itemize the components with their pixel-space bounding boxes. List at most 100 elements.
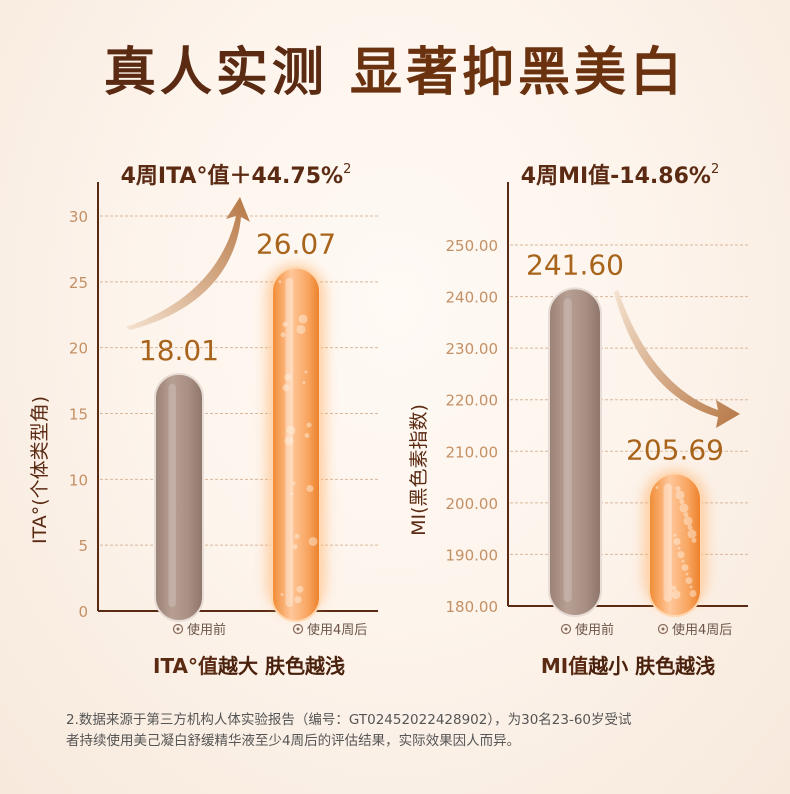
- bubble: [304, 432, 310, 438]
- bubble: [675, 486, 681, 492]
- bubble: [687, 529, 697, 539]
- y-tick-label: 230.00: [446, 340, 499, 358]
- category-dot-icon: [292, 623, 304, 635]
- bubble: [294, 533, 300, 539]
- trend-down-arrow-icon: [614, 290, 740, 428]
- y-tick-label: 180.00: [446, 598, 499, 616]
- bubble: [679, 499, 685, 505]
- bubble: [280, 332, 286, 338]
- chart-caption: MI值越小 肤色越浅: [541, 654, 715, 678]
- bubble: [296, 324, 306, 334]
- x-category-label: 使用4周后: [307, 622, 367, 638]
- bar-before: [548, 287, 602, 617]
- bubble: [685, 572, 689, 576]
- chart-panel-1: 4周ITA°值＋44.75%2 0 5 10 15 20 25 30 ITA°(个体类型角) 18…: [29, 162, 378, 678]
- y-axis-label: MI(黑色素指数): [408, 404, 430, 536]
- bubble: [304, 370, 308, 374]
- chart-caption: ITA°值越大 肤色越浅: [153, 654, 345, 678]
- caption-normal: ITA°值: [153, 654, 218, 678]
- bubble: [689, 585, 693, 589]
- bubble: [290, 492, 294, 496]
- footnote: 2.数据来源于第三方机构人体实验报告（编号：GT02452022428902），…: [66, 710, 746, 752]
- value-label: 241.60: [526, 248, 624, 281]
- bubble: [306, 422, 312, 428]
- bubble: [683, 516, 693, 526]
- y-tick-label: 20: [69, 340, 88, 358]
- bubble: [294, 596, 302, 604]
- y-tick-label: 210.00: [446, 443, 499, 461]
- x-category-label: 使用前: [187, 622, 226, 638]
- caption-emphasis: 越小 肤色越浅: [587, 654, 715, 678]
- category-dot-icon: [172, 623, 184, 635]
- bar-highlight: [168, 383, 177, 607]
- bubble: [671, 585, 677, 591]
- bubble: [306, 484, 314, 492]
- bar-highlight: [285, 277, 294, 607]
- footnote-line-1: 2.数据来源于第三方机构人体实验报告（编号：GT02452022428902），…: [66, 712, 632, 728]
- bubble: [286, 425, 296, 435]
- bar-before: [154, 372, 204, 623]
- value-label: 205.69: [626, 434, 724, 467]
- bubble: [681, 559, 685, 563]
- bubble: [689, 590, 697, 598]
- bubble: [278, 280, 282, 284]
- y-axis-label: ITA°(个体类型角): [29, 396, 51, 544]
- x-category-label: 使用4周后: [672, 622, 732, 638]
- y-tick-label: 15: [69, 406, 88, 424]
- bubble: [292, 481, 296, 485]
- bar-highlight: [563, 298, 572, 602]
- bubble: [673, 533, 677, 537]
- title-part2: 显著抑黑美白: [350, 43, 687, 103]
- y-tick-label: 250.00: [446, 237, 499, 255]
- bubble: [282, 321, 288, 327]
- bubble: [691, 538, 697, 544]
- headline-superscript: 2: [711, 162, 719, 177]
- headline-superscript: 2: [343, 162, 351, 177]
- category-dot-icon: [560, 623, 572, 635]
- bubble: [280, 592, 284, 596]
- bubble: [284, 436, 294, 446]
- chart-headline: 4周MI值-14.86%2: [521, 162, 719, 189]
- y-tick-label: 0: [78, 603, 88, 621]
- category-dot-center: [176, 627, 180, 631]
- bar-after: [648, 472, 702, 617]
- bar-after: [271, 266, 321, 622]
- caption-emphasis: 越大 肤色越浅: [217, 654, 345, 678]
- bubble: [673, 538, 681, 546]
- y-tick-label: 10: [69, 471, 88, 489]
- bubble: [308, 536, 318, 546]
- bubble: [284, 373, 292, 381]
- y-tick-label: 240.00: [446, 289, 499, 307]
- bubble: [282, 384, 290, 392]
- trend-up-arrow-icon: [126, 197, 250, 330]
- y-tick-label: 200.00: [446, 495, 499, 513]
- bubble: [671, 590, 681, 600]
- bubble: [679, 503, 689, 513]
- bubble: [683, 512, 689, 518]
- bubble: [685, 577, 693, 585]
- bubble: [296, 585, 304, 593]
- category-dot-center: [296, 627, 300, 631]
- category-dot-icon: [657, 623, 669, 635]
- value-label: 26.07: [256, 228, 336, 261]
- x-category-label: 使用前: [575, 622, 614, 638]
- bubble: [675, 490, 685, 500]
- y-tick-label: 30: [69, 208, 88, 226]
- value-label: 18.01: [139, 334, 219, 367]
- caption-normal: MI值: [541, 654, 588, 678]
- bubble: [677, 551, 685, 559]
- y-tick-label: 220.00: [446, 392, 499, 410]
- y-tick-label: 190.00: [446, 546, 499, 564]
- footnote-line-2: 者持续使用美己凝白舒缓精华液至少4周后的评估结果，实际效果因人而异。: [66, 733, 521, 749]
- bubble: [292, 544, 298, 550]
- chart-headline: 4周ITA°值＋44.75%2: [121, 162, 352, 189]
- bubble: [655, 486, 659, 490]
- title-part1: 真人实测: [103, 43, 328, 103]
- category-dot-center: [661, 627, 665, 631]
- bubble: [681, 564, 689, 572]
- y-tick-label: 5: [78, 537, 88, 555]
- bubble: [298, 314, 308, 324]
- bubble: [302, 380, 306, 384]
